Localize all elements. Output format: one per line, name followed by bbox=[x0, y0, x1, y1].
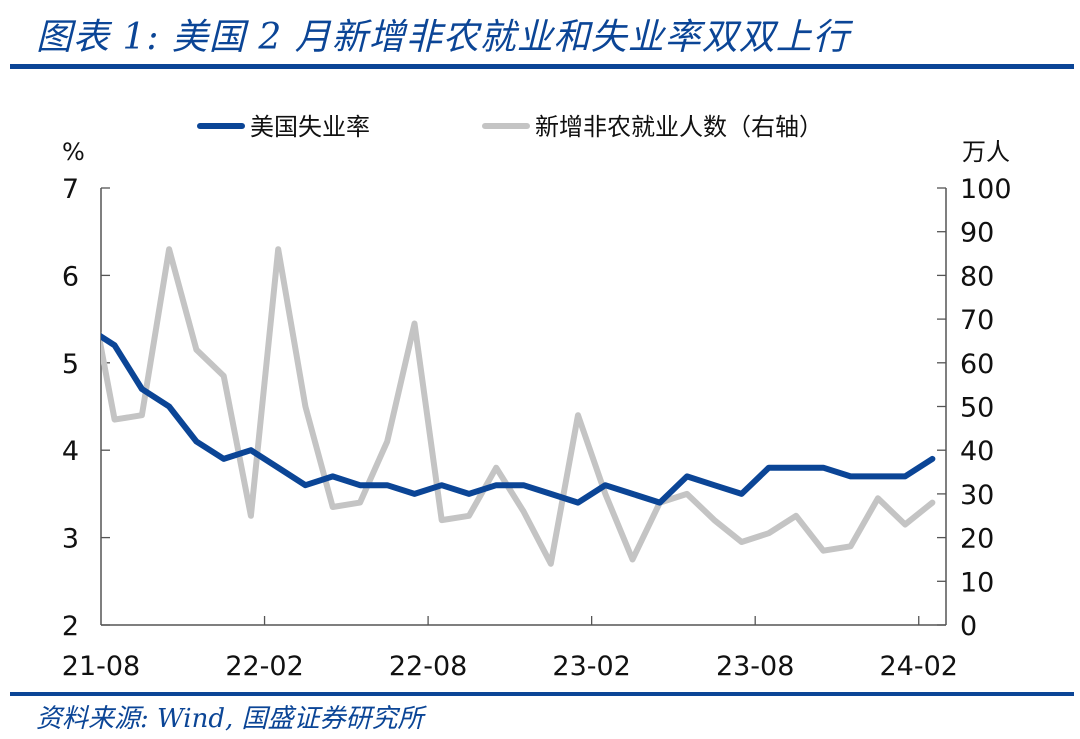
right-axis-tick-label: 30 bbox=[960, 480, 994, 511]
x-axis-tick-label: 22-02 bbox=[225, 651, 303, 682]
x-axis-tick-label: 21-08 bbox=[62, 651, 140, 682]
x-axis-tick-label: 24-02 bbox=[880, 651, 958, 682]
x-axis-tick-label: 23-08 bbox=[716, 651, 794, 682]
unemployment-rate-line bbox=[101, 332, 936, 506]
left-axis-tick-label: 5 bbox=[62, 349, 79, 380]
right-axis-tick-label: 40 bbox=[960, 436, 994, 467]
right-axis-tick-label: 50 bbox=[960, 393, 994, 424]
chart-legend: 美国失业率 新增非农就业人数（右轴） bbox=[197, 113, 823, 141]
left-axis-tick-label: 6 bbox=[62, 261, 79, 292]
right-axis-tick-label: 100 bbox=[960, 174, 1012, 205]
left-axis-unit: % bbox=[62, 138, 85, 166]
source-note: 资料来源: Wind, 国盛证券研究所 bbox=[36, 704, 424, 734]
right-axis-tick-label: 10 bbox=[960, 567, 994, 598]
right-axis-tick-label: 80 bbox=[960, 261, 994, 292]
legend-label-unemployment: 美国失业率 bbox=[250, 113, 370, 141]
right-axis-tick-label: 60 bbox=[960, 349, 994, 380]
x-axis-tick-label: 22-08 bbox=[389, 651, 467, 682]
title-divider bbox=[10, 64, 1074, 69]
right-axis-tick-label: 90 bbox=[960, 218, 994, 249]
right-axis-unit: 万人 bbox=[962, 138, 1010, 166]
chart-series bbox=[101, 246, 936, 567]
left-axis-tick-label: 2 bbox=[62, 611, 79, 642]
left-axis-tick-label: 3 bbox=[62, 524, 79, 555]
nonfarm-payrolls-line bbox=[101, 246, 936, 567]
right-axis-tick-label: 70 bbox=[960, 305, 994, 336]
x-axis-tick-label: 23-02 bbox=[552, 651, 630, 682]
right-axis-tick-label: 20 bbox=[960, 524, 994, 555]
source-divider bbox=[10, 692, 1074, 696]
legend-label-payrolls: 新增非农就业人数（右轴） bbox=[535, 113, 823, 141]
chart-title: 图表 1: 美国 2 月新增非农就业和失业率双双上行 bbox=[36, 17, 850, 58]
right-axis-tick-label: 0 bbox=[960, 611, 977, 642]
left-axis-tick-label: 4 bbox=[62, 436, 79, 467]
left-axis-tick-label: 7 bbox=[62, 174, 79, 205]
